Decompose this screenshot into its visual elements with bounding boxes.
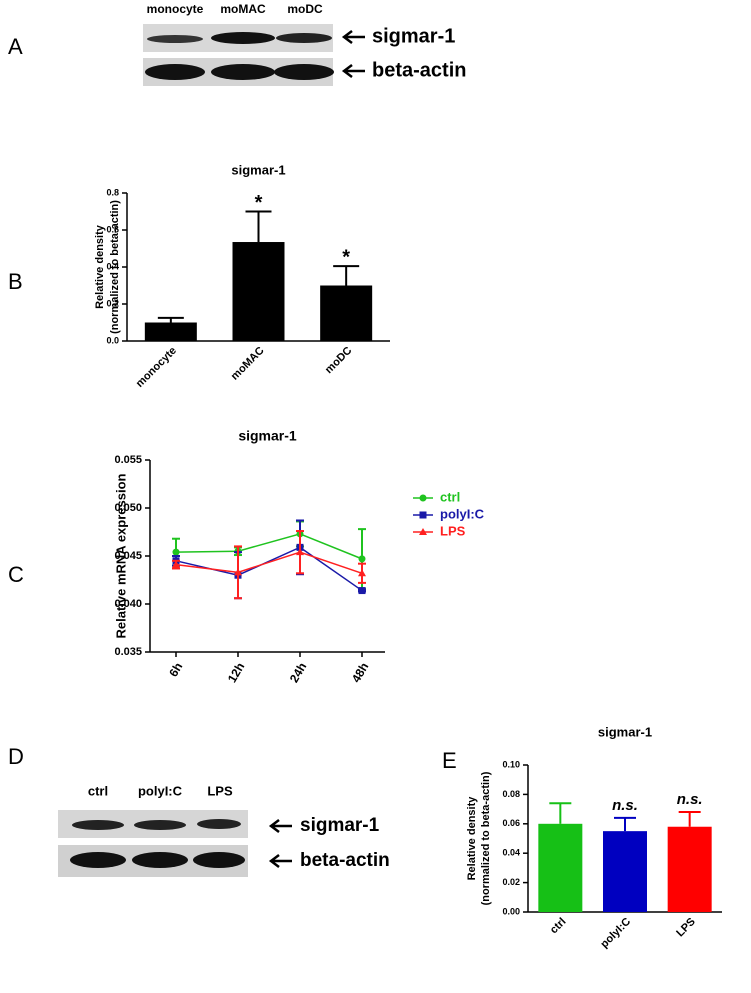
lane-label: polyI:C <box>138 783 183 798</box>
y-axis-label: (normalized to beta-actin) <box>109 200 121 334</box>
band <box>145 64 205 80</box>
significance-label: * <box>342 246 350 268</box>
x-tick-label: 24h <box>287 660 309 685</box>
band <box>193 852 245 868</box>
x-tick-label: moMAC <box>229 345 267 383</box>
y-tick-label: 0.0 <box>106 335 119 345</box>
chart-title: sigmar-1 <box>598 724 652 739</box>
x-tick-label: 6h <box>166 660 185 679</box>
data-point <box>172 548 180 556</box>
y-tick-label: 0.2 <box>106 298 119 308</box>
band-label: sigmar-1 <box>300 815 380 836</box>
band <box>147 35 203 43</box>
band <box>211 32 275 44</box>
legend-marker <box>419 511 427 519</box>
panel-letter: A <box>8 34 23 59</box>
series-line <box>175 551 363 574</box>
y-tick-label: 0.10 <box>502 759 520 769</box>
band-label: sigmar-1 <box>372 25 455 47</box>
bar <box>320 285 373 341</box>
data-point <box>358 555 366 563</box>
panel-letter: B <box>8 269 23 294</box>
y-axis-label: Relative density <box>94 224 106 309</box>
blot-a <box>143 24 365 86</box>
panel-letter: C <box>8 562 24 587</box>
band <box>276 33 332 43</box>
legend-label: ctrl <box>440 489 460 504</box>
y-axis-label: (normalized to beta-actin) <box>480 771 492 905</box>
lane-label: LPS <box>207 783 233 798</box>
x-tick-label: monocyte <box>134 345 179 390</box>
arrow <box>341 64 365 78</box>
x-tick-label: LPS <box>674 916 698 940</box>
lane-label: moDC <box>287 2 323 16</box>
band <box>134 820 186 830</box>
y-tick-label: 0.02 <box>502 877 520 887</box>
band <box>211 64 275 80</box>
band-label: beta-actin <box>300 850 390 871</box>
bar <box>603 831 647 912</box>
y-tick-label: 0.4 <box>106 261 119 271</box>
series-line <box>175 546 363 592</box>
y-tick-label: 0.04 <box>502 848 520 858</box>
significance-label: n.s. <box>612 797 638 814</box>
bar <box>667 826 712 912</box>
series-line <box>175 533 363 560</box>
data-point <box>358 569 366 577</box>
chart-title: sigmar-1 <box>238 428 297 444</box>
x-tick-label: 48h <box>349 660 371 685</box>
bar <box>144 322 197 341</box>
y-tick-label: 0.00 <box>502 906 520 916</box>
significance-label: * <box>255 192 263 214</box>
data-point <box>358 587 366 595</box>
blot-d <box>58 810 292 877</box>
x-tick-label: moDC <box>323 345 354 376</box>
band <box>274 64 334 80</box>
y-tick-label: 0.8 <box>106 187 119 197</box>
y-tick-label: 0.06 <box>502 818 520 828</box>
y-tick-label: 0.040 <box>114 598 142 610</box>
arrow <box>268 819 292 833</box>
arrow <box>341 30 365 44</box>
panel-letter: E <box>442 748 457 773</box>
y-tick-label: 0.08 <box>502 789 520 799</box>
legend-label: LPS <box>440 523 466 538</box>
bar <box>232 242 285 341</box>
legend-marker <box>419 528 427 535</box>
data-point <box>172 560 180 568</box>
band <box>197 819 241 829</box>
data-point <box>296 548 304 556</box>
band <box>70 852 126 868</box>
lane-label: moMAC <box>220 2 266 16</box>
lane-label: ctrl <box>88 783 108 798</box>
data-point <box>234 568 242 576</box>
legend-marker <box>419 494 427 502</box>
legend-label: polyI:C <box>440 506 485 521</box>
y-tick-label: 0.6 <box>106 224 119 234</box>
y-tick-label: 0.055 <box>114 454 142 466</box>
y-axis-label: Relative density <box>466 796 478 881</box>
y-tick-label: 0.045 <box>114 550 142 562</box>
band-label: beta-actin <box>372 59 466 81</box>
band <box>132 852 188 868</box>
bar <box>538 823 583 912</box>
panel-letter: D <box>8 744 24 769</box>
x-tick-label: polyI:C <box>598 916 633 951</box>
significance-label: n.s. <box>677 791 703 808</box>
y-tick-label: 0.035 <box>114 646 142 658</box>
lane-label: monocyte <box>147 2 204 16</box>
y-tick-label: 0.050 <box>114 502 142 514</box>
y-axis-label: Relative mRNA expression <box>113 473 128 638</box>
arrow <box>268 854 292 868</box>
x-tick-label: ctrl <box>548 916 569 937</box>
chart-title: sigmar-1 <box>231 162 285 177</box>
band <box>72 820 124 830</box>
x-tick-label: 12h <box>225 660 247 685</box>
